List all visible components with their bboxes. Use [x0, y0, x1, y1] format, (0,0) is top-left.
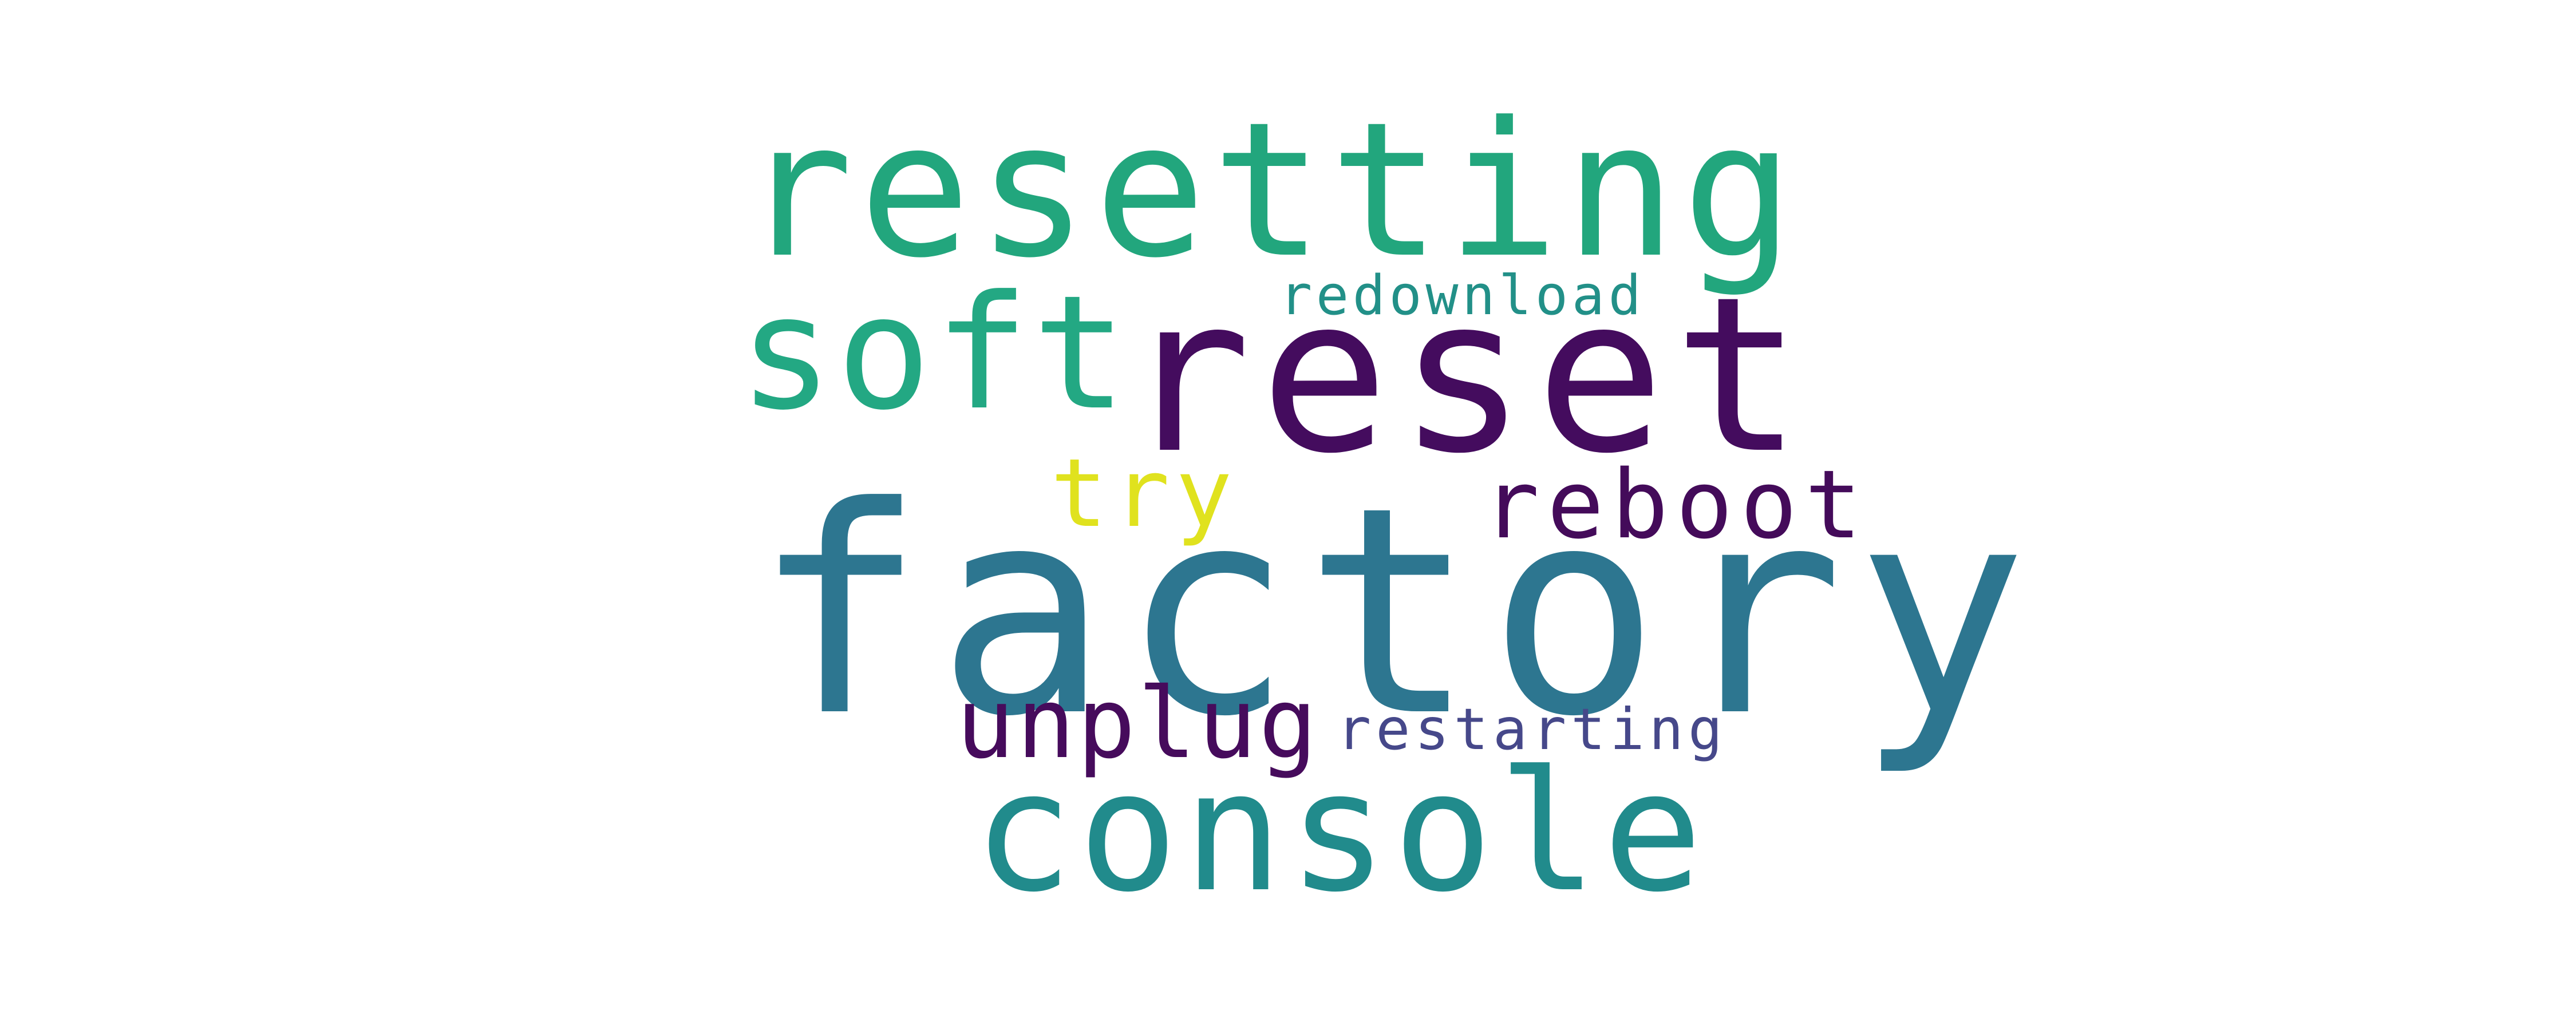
word-soft: soft: [738, 262, 1131, 445]
word-unplug: unplug: [956, 667, 1319, 781]
word-reset: reset: [1122, 251, 1811, 501]
word-restarting: restarting: [1337, 696, 1728, 763]
word-console: console: [973, 736, 1708, 929]
word-factory: factory: [753, 446, 2040, 779]
word-try: try: [1050, 438, 1238, 548]
word-reboot: reboot: [1483, 450, 1870, 560]
word-resetting: resetting: [741, 82, 1800, 299]
word-redownload: redownload: [1279, 264, 1645, 327]
